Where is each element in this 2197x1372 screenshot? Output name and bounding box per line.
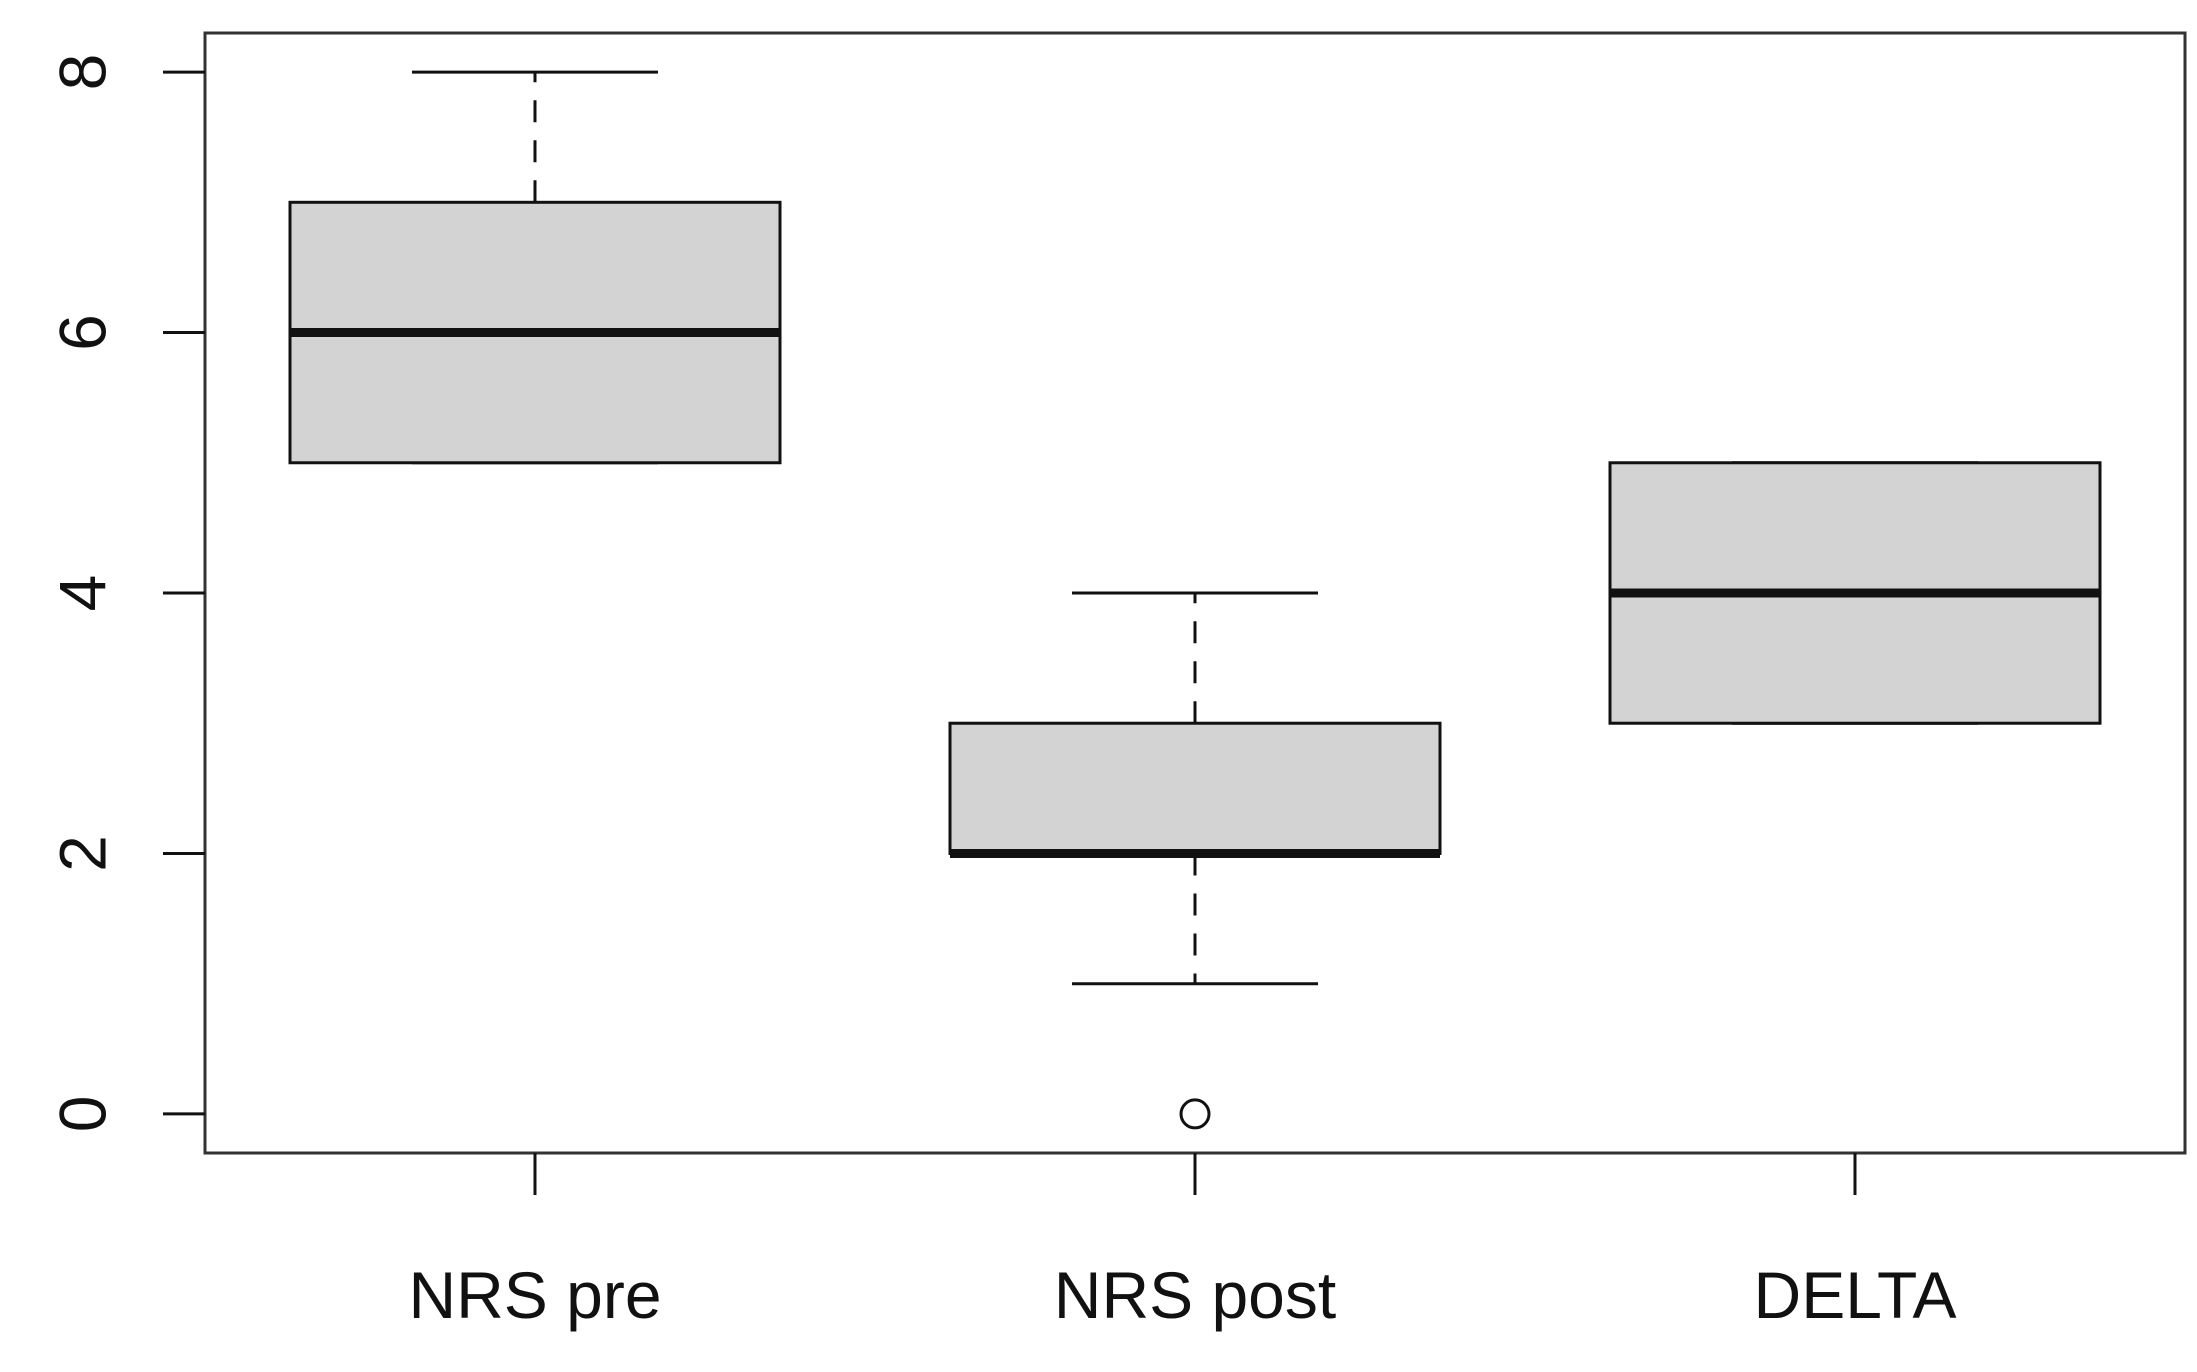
y-tick-label: 2 bbox=[45, 835, 119, 872]
boxes bbox=[288, 70, 2102, 1130]
box-group bbox=[948, 591, 1442, 1130]
y-tick-label: 4 bbox=[45, 575, 119, 612]
x-tick-label: NRS pre bbox=[408, 1258, 661, 1332]
y-tick-label: 0 bbox=[45, 1096, 119, 1133]
box-group bbox=[1608, 461, 2102, 725]
x-axis: NRS pre NRS post DELTA bbox=[408, 1153, 1956, 1332]
x-tick-label: NRS post bbox=[1054, 1258, 1336, 1332]
y-tick-label: 6 bbox=[45, 314, 119, 351]
y-axis: 0 2 4 6 8 bbox=[45, 54, 205, 1133]
box-group bbox=[288, 70, 782, 465]
outlier-point bbox=[1179, 1098, 1211, 1130]
box-iqr bbox=[948, 721, 1442, 855]
y-tick-label: 8 bbox=[45, 54, 119, 91]
x-tick-label: DELTA bbox=[1754, 1258, 1957, 1332]
